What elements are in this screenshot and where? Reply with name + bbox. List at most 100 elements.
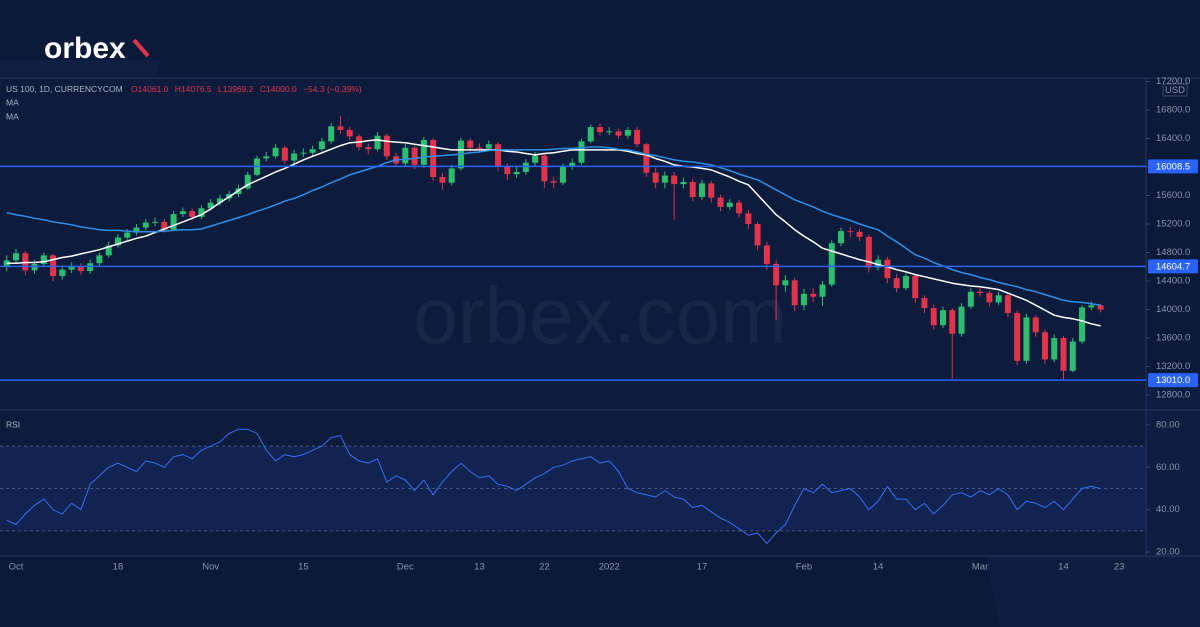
y-tick-label: 15600.0 [1156,190,1190,201]
candle-body [977,291,984,294]
level-tag [1148,373,1198,388]
candle-body [189,211,196,217]
candle-body [800,293,807,306]
candle-body [634,129,641,145]
candle-body [940,310,946,326]
candle-body [847,231,854,233]
candle-body [967,291,974,307]
candle-body [652,172,659,183]
candle-body [902,276,909,289]
x-tick-label: 17 [697,562,708,573]
candle-body [763,245,770,264]
moving-average [6,139,1101,327]
y-tick-label: 16400.0 [1156,133,1190,144]
candle-body [207,202,214,209]
candle-body [272,147,279,157]
currency-box [1162,83,1188,97]
candle-body [838,231,845,244]
x-tick-label: 18 [113,562,124,573]
candle-body [328,126,335,142]
candle-body [671,175,678,185]
level-label: 13010.0 [1156,375,1190,386]
legend-header: US 100, 1D, CURRENCYCOM O14061.0 H14076.… [6,84,362,94]
candle-body [448,168,455,183]
candle-body [430,139,437,177]
candle-body [949,310,956,334]
candle-body [244,174,251,189]
candle-body [773,263,780,286]
logo: orbex [44,32,126,65]
candle-body [13,253,19,261]
x-tick-label: 14 [873,562,884,573]
candle-body [541,155,548,182]
ohlc-label: O14061.0 [131,84,169,94]
candle-body [346,129,353,137]
candle-body [170,214,177,230]
candle-body [152,221,159,223]
candle-body [1041,332,1048,360]
candle-body [1023,317,1030,361]
rsi-line [6,428,1101,545]
candle-body [680,181,687,185]
candle-body [615,131,622,136]
candle-body [420,139,427,165]
candle-body [309,149,316,153]
candle-body [912,276,919,299]
candle-body [995,295,1002,303]
ohlc-label: L13969.2 [218,84,254,94]
candle-body [782,280,789,286]
candle-body [68,266,75,270]
candle-body [77,266,84,272]
candle-body [754,224,761,246]
candle-body [708,183,715,198]
candle-body [958,306,965,334]
candle-body [142,222,149,228]
level-tag [1148,259,1198,274]
logo-accent [132,38,150,58]
candle-body [161,221,168,230]
y-tick-label: 15200.0 [1156,219,1190,230]
candle-body [745,213,752,225]
x-tick-label: Dec [397,562,414,573]
y-tick-label: 13600.0 [1156,333,1190,344]
y-tick-label: 12800.0 [1156,390,1190,401]
candle-body [569,162,576,168]
candle-body [606,131,613,133]
x-tick-label: 15 [298,562,309,573]
indicator-label: MA [6,111,19,121]
candle-body [300,152,307,154]
candle-body [1032,317,1039,333]
y-tick-label: 16800.0 [1156,105,1190,116]
candle-body [661,175,668,183]
currency: USD [1165,85,1185,96]
y-tick-label: 40.00 [1156,504,1180,515]
candle-body [828,243,835,285]
candle-body [281,147,288,161]
candle-body [1014,313,1021,361]
candle-body [485,144,492,149]
candle-body [40,255,47,264]
moving-average [6,146,1101,306]
candle-body [1088,305,1095,308]
ohlc-label: H14076.5 [175,84,212,94]
candle-body [865,236,872,268]
candle-body [893,278,900,289]
level-tag [1148,159,1198,174]
y-tick-label: 13200.0 [1156,361,1190,372]
candle-body [411,147,418,165]
y-tick-label: 80.00 [1156,419,1180,430]
x-tick-label: 23 [1114,562,1125,573]
x-tick-label: 14 [1058,562,1069,573]
candle-body [1060,338,1067,371]
candle-body [587,127,594,142]
candle-body [263,156,270,159]
candle-body [59,269,66,277]
candle-body [597,127,604,133]
candle-body [550,181,557,183]
candle-body [559,167,566,183]
candle-body [216,198,223,203]
candle-body [736,202,743,214]
candle-body [717,197,724,207]
